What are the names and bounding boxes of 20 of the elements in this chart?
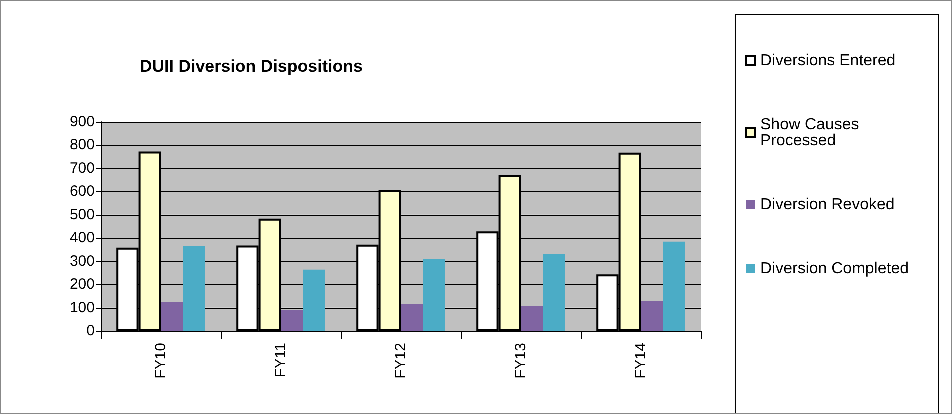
chart-title: DUII Diversion Dispositions (140, 57, 363, 76)
legend-label: Show Causes Processed (760, 116, 860, 150)
y-tick-label: 600 (70, 183, 95, 200)
y-tick-label: 0 (86, 322, 95, 340)
y-tick-label: 400 (70, 230, 95, 247)
y-tick-label: 500 (70, 206, 95, 224)
y-tick-label: 100 (70, 299, 95, 316)
y-tick-label: 800 (70, 136, 95, 154)
x-tick-label: FY10 (152, 343, 170, 379)
x-tick-label: FY11 (272, 343, 290, 378)
legend-label: Diversions Entered (760, 52, 896, 70)
x-tick-label: FY14 (632, 343, 650, 379)
legend-label: Diversion Revoked (760, 196, 895, 214)
y-tick-label: 200 (70, 276, 95, 294)
legend-label: Diversion Completed (760, 260, 910, 278)
y-tick-label: 300 (70, 252, 95, 270)
y-tick-label: 700 (70, 160, 95, 177)
y-tick-label: 900 (70, 114, 95, 130)
x-tick-label: FY13 (512, 343, 530, 379)
x-tick-label: FY12 (392, 343, 410, 379)
